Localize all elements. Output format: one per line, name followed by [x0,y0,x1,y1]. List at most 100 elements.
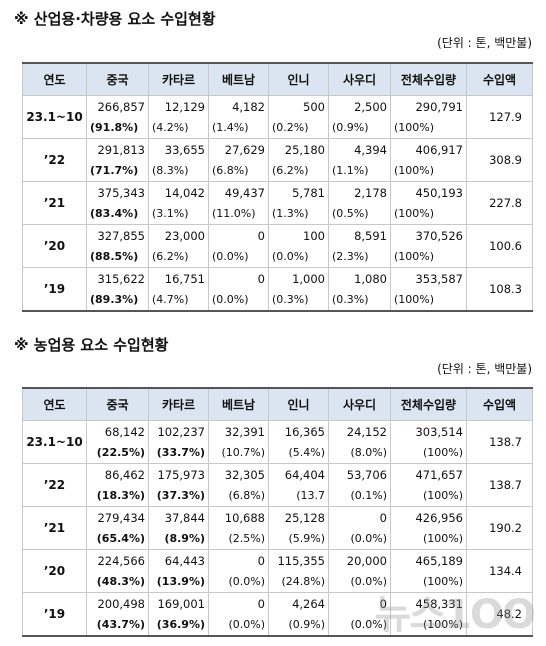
share-cell: (8.9%) [148,528,209,550]
share-cell: (0.3%) [328,289,391,312]
value-row: ’21 279,434 37,844 10,688 25,128 0 426,956 190.… [22,506,533,550]
value-cell: 23,000 [148,224,209,246]
value-cell: 25,128 [268,506,329,528]
share-cell: (0.0%) [208,614,269,637]
header-row: 연도 중국 카타르 베트남 인니 사우디 전체수입량 수입액 [22,62,533,96]
section-title: ※ 산업용·차량용 요소 수입현황 [14,10,216,28]
share-cell: (0.9%) [268,614,329,637]
share-cell: (43.7%) [86,614,149,637]
share-cell: (0.0%) [328,528,391,550]
value-row: ’19 200,498 169,001 0 4,264 0 458,331 48.2 [22,592,533,637]
share-cell: (3.1%) [148,203,209,225]
share-row: (88.5%) (6.2%) (0.0%) (0.0%) (2.3%) (100%) [23,246,533,268]
amount-cell: 127.9 [466,95,533,139]
value-cell: 200,498 [86,592,149,614]
amount-cell: 138.7 [466,463,533,507]
share-cell: (13.9%) [148,571,209,593]
value-cell: 315,622 [86,267,149,289]
value-cell: 266,857 [86,95,149,117]
share-cell: (100%) [390,571,467,593]
share-row: (65.4%) (8.9%) (2.5%) (5.9%) (0.0%) (100%) [23,528,533,550]
value-cell: 64,443 [148,549,209,571]
share-cell: (100%) [390,289,467,312]
header-cell: 연도 [22,62,87,96]
share-cell: (10.7%) [208,442,269,464]
value-cell: 64,404 [268,463,329,485]
header-cell: 베트남 [208,387,269,421]
share-cell: (1.4%) [208,117,269,139]
share-row: (48.3%) (13.9%) (0.0%) (24.8%) (0.0%) (100%) [23,571,533,593]
value-cell: 102,237 [148,420,209,442]
share-row: (18.3%) (37.3%) (6.8%) (13.7 (0.1%) (100%) [23,485,533,507]
value-cell: 0 [328,506,391,528]
header-cell: 연도 [22,387,87,421]
header-cell: 카타르 [148,387,209,421]
share-cell: (6.2%) [268,160,329,182]
watermark: 뉴스1OO [374,592,536,638]
value-row: ’19 315,622 16,751 0 1,000 1,080 353,587 108.3 [22,267,533,312]
share-cell: (0.1%) [328,485,391,507]
share-cell: (100%) [390,614,467,637]
header-cell: 전체수입량 [390,62,467,96]
value-cell: 37,844 [148,506,209,528]
value-cell: 10,688 [208,506,269,528]
share-cell: (0.0%) [208,289,269,312]
value-cell: 4,264 [268,592,329,614]
value-cell: 32,391 [208,420,269,442]
share-cell: (89.3%) [86,289,149,312]
share-cell: (22.5%) [86,442,149,464]
share-row: (89.3%) (4.7%) (0.0%) (0.3%) (0.3%) (100%) [23,289,533,312]
value-cell: 4,394 [328,138,391,160]
value-cell: 20,000 [328,549,391,571]
share-cell: (100%) [390,246,467,268]
share-cell: (0.0%) [208,571,269,593]
value-cell: 16,751 [148,267,209,289]
header-cell: 수입액 [466,387,533,421]
year-cell: ’20 [22,224,87,268]
value-row: 23.1~10 266,857 12,129 4,182 500 2,500 290,791… [22,95,533,139]
value-cell: 0 [208,592,269,614]
share-cell: (8.0%) [328,442,391,464]
value-cell: 5,781 [268,181,329,203]
value-row: 23.1~10 68,142 102,237 32,391 16,365 24,152 30… [22,420,533,464]
header-cell: 사우디 [328,62,391,96]
value-cell: 290,791 [390,95,467,117]
share-cell: (0.9%) [328,117,391,139]
amount-cell: 48.2 [466,592,533,637]
value-cell: 465,189 [390,549,467,571]
value-cell: 375,343 [86,181,149,203]
value-cell: 327,855 [86,224,149,246]
value-row: ’21 375,343 14,042 49,437 5,781 2,178 450,193 2… [22,181,533,225]
share-row: (22.5%) (33.7%) (10.7%) (5.4%) (8.0%) (100%) [23,442,533,464]
header-row: 연도 중국 카타르 베트남 인니 사우디 전체수입량 수입액 [22,387,533,421]
value-row: ’20 327,855 23,000 0 100 8,591 370,526 100.6 [22,224,533,268]
header-cell: 사우디 [328,387,391,421]
share-cell: (24.8%) [268,571,329,593]
value-cell: 406,917 [390,138,467,160]
header-cell: 인니 [268,62,329,96]
header-cell: 수입액 [466,62,533,96]
year-cell: 23.1~10 [22,420,87,464]
value-cell: 500 [268,95,329,117]
value-cell: 49,437 [208,181,269,203]
share-cell: (83.4%) [86,203,149,225]
value-cell: 8,591 [328,224,391,246]
value-cell: 25,180 [268,138,329,160]
value-cell: 224,566 [86,549,149,571]
value-cell: 32,305 [208,463,269,485]
value-cell: 175,973 [148,463,209,485]
value-cell: 2,178 [328,181,391,203]
share-cell: (100%) [390,160,467,182]
header-cell: 전체수입량 [390,387,467,421]
share-cell: (0.3%) [268,289,329,312]
value-cell: 33,655 [148,138,209,160]
value-cell: 291,813 [86,138,149,160]
year-cell: ’19 [22,592,87,637]
value-row: ’22 291,813 33,655 27,629 25,180 4,394 406,917… [22,138,533,182]
header-cell: 베트남 [208,62,269,96]
year-cell: ’22 [22,463,87,507]
share-cell: (0.0%) [208,246,269,268]
value-cell: 16,365 [268,420,329,442]
value-cell: 68,142 [86,420,149,442]
value-cell: 370,526 [390,224,467,246]
